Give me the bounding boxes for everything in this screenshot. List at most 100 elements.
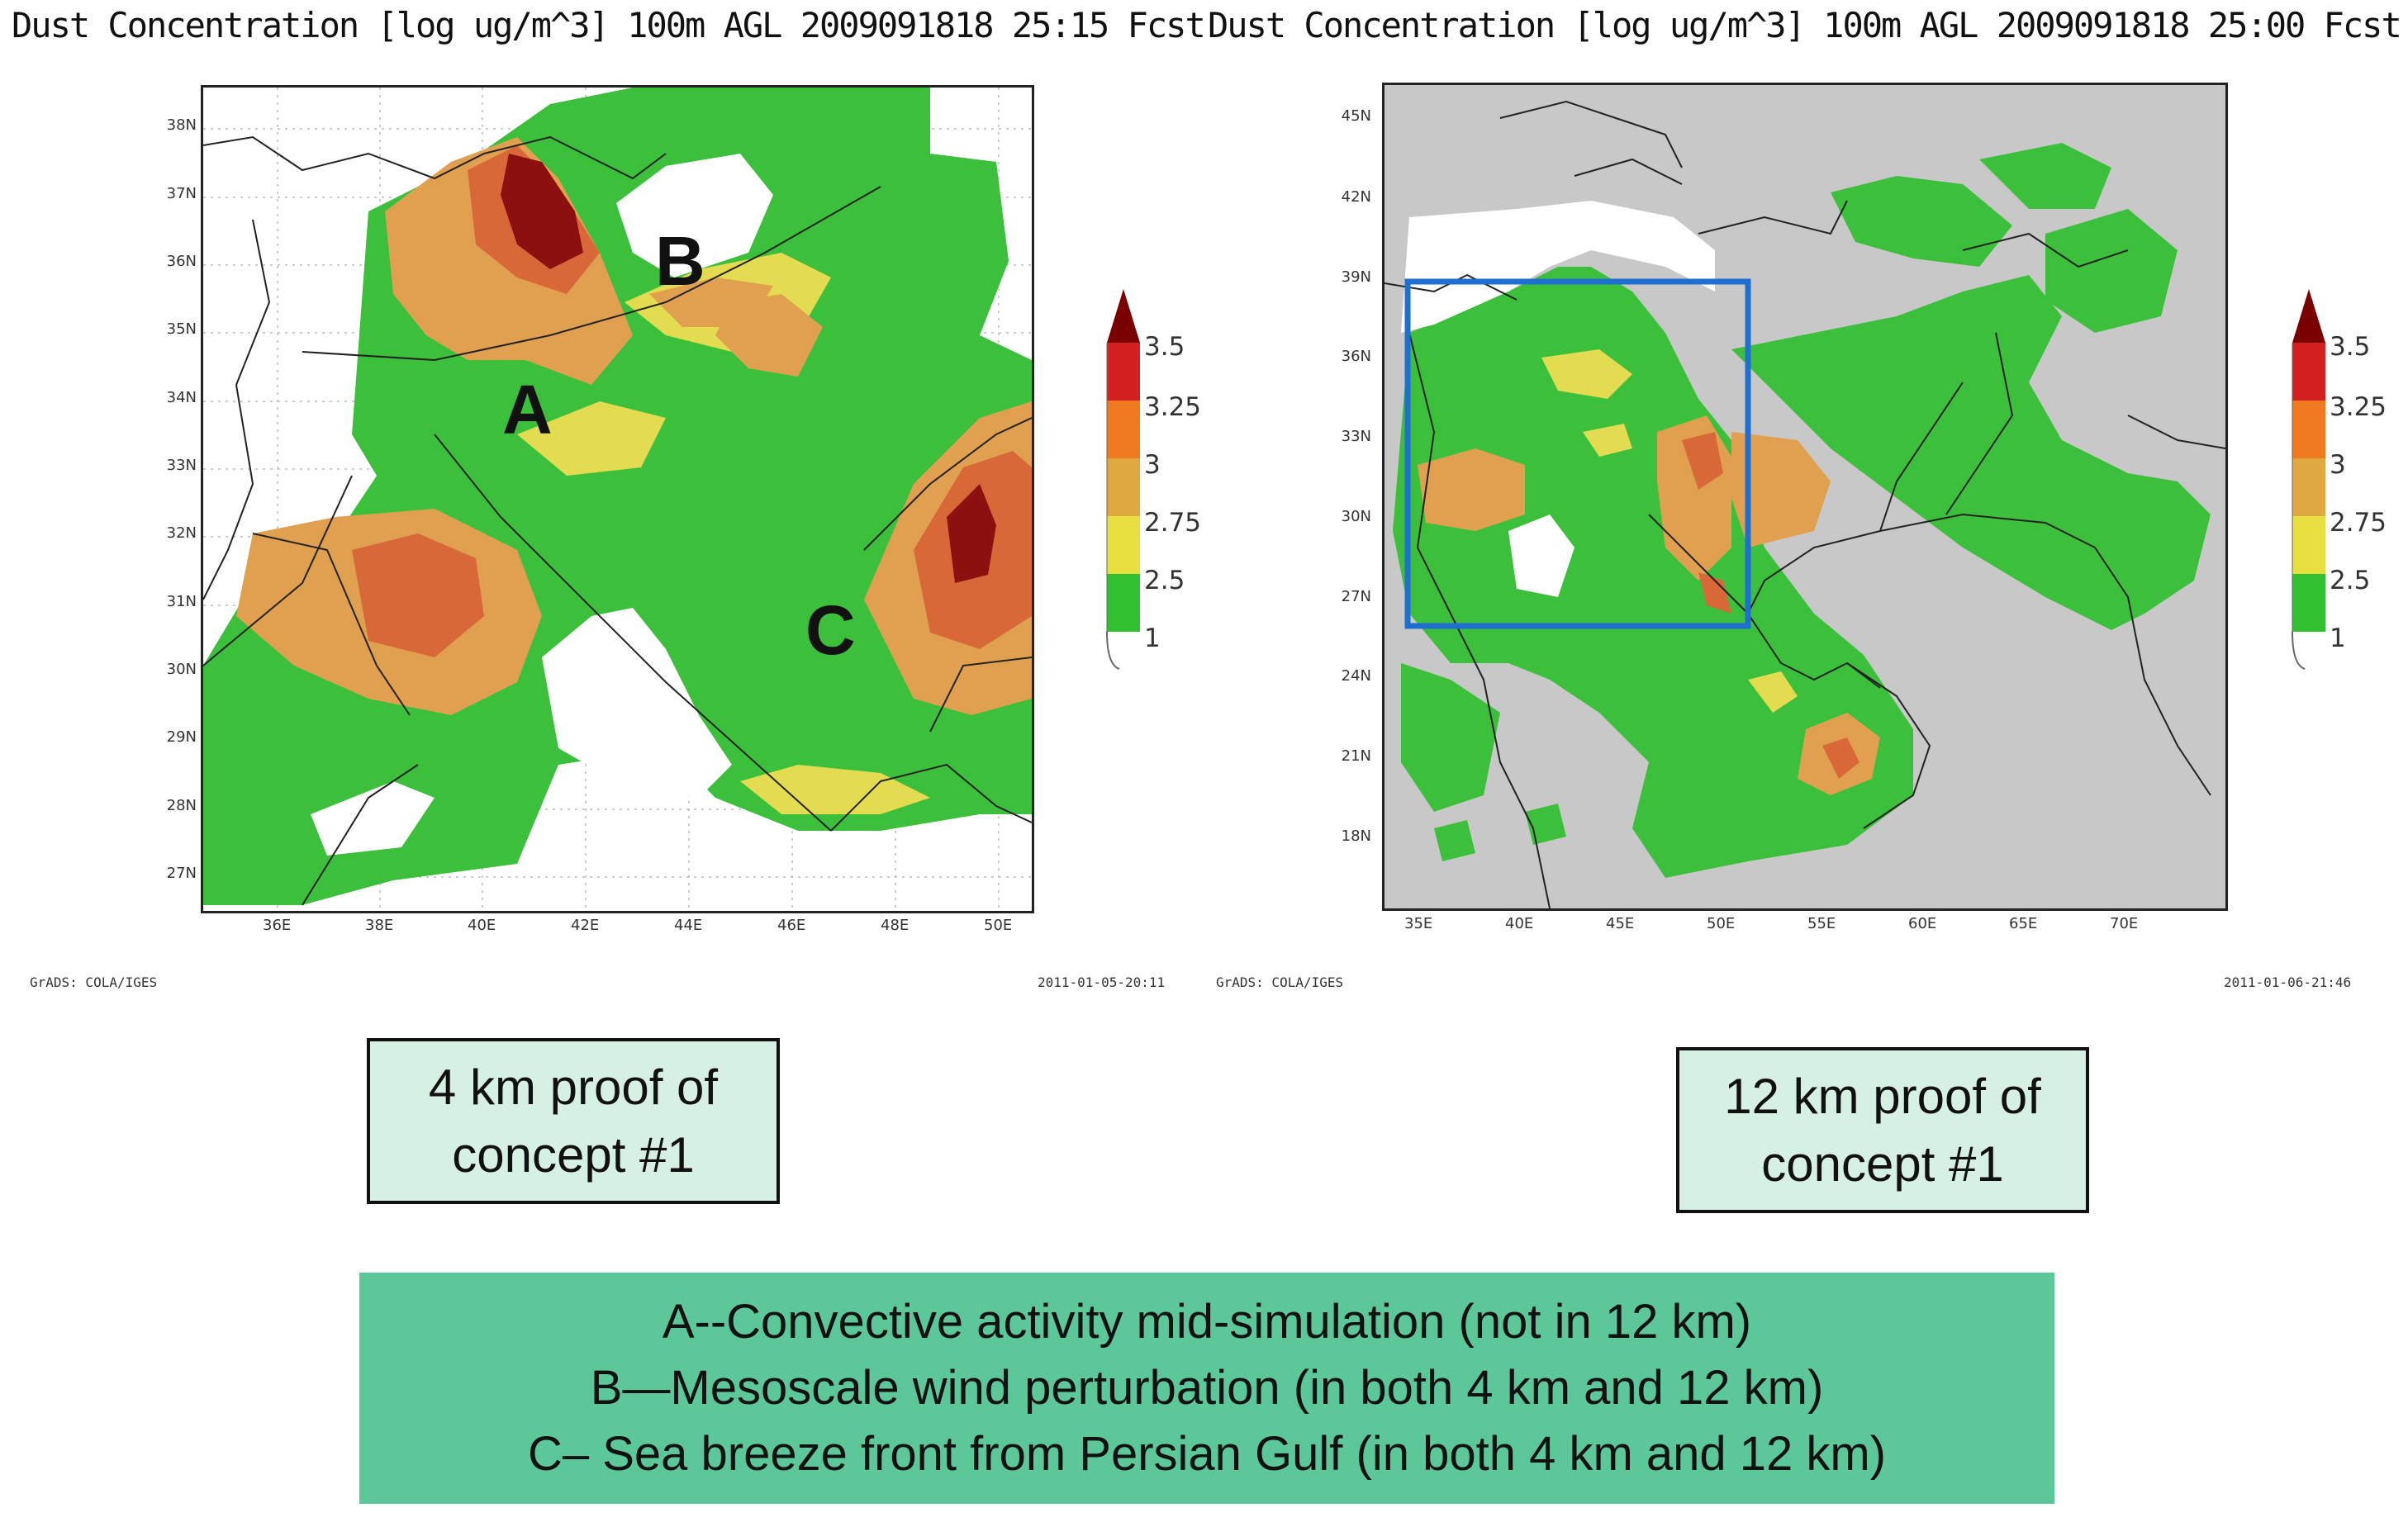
left-y-tick: 28N: [166, 797, 197, 814]
callout-12km: 12 km proof of concept #1: [1676, 1047, 2089, 1213]
left-y-tick: 30N: [166, 661, 197, 678]
left-dust-band-south: [740, 765, 930, 814]
right-footer-grads: GrADS: COLA/IGES: [1216, 974, 1344, 990]
right-dust-mid-yellow: [1748, 671, 1798, 713]
callout-4km: 4 km proof of concept #1: [367, 1038, 780, 1204]
right-y-tick: 18N: [1341, 827, 1371, 845]
right-dust-box-core: [1682, 432, 1723, 490]
right-y-tick: 27N: [1341, 588, 1371, 605]
left-panel-title: Dust Concentration [log ug/m^3] 100m AGL…: [12, 5, 1209, 45]
right-4km-domain-box: [1404, 278, 1751, 629]
right-green-iran: [1731, 275, 2211, 630]
right-colorbar-label: 2.5: [2330, 566, 2371, 595]
left-dust-band-west-inner: [352, 533, 484, 657]
left-x-tick: 40E: [468, 917, 496, 934]
left-colorbar-label: 1: [1144, 623, 1161, 653]
left-y-tick: 34N: [166, 389, 197, 406]
left-x-tick: 48E: [881, 917, 910, 934]
right-x-tick: 55E: [1807, 915, 1836, 932]
left-y-tick: 31N: [166, 593, 197, 610]
left-colorbar-label: 3: [1144, 450, 1161, 480]
right-white-inner: [1401, 201, 1715, 333]
right-white-desert: [1508, 514, 1574, 597]
summary-box: A--Convective activity mid-simulation (n…: [359, 1273, 2054, 1504]
left-x-tick: 44E: [674, 917, 703, 934]
right-x-tick: 50E: [1707, 915, 1736, 932]
right-colorbar-label: 1: [2330, 623, 2346, 653]
right-panel-title: Dust Concentration [log ug/m^3] 100m AGL…: [1208, 5, 2406, 45]
right-dust-box-north: [1541, 349, 1632, 399]
right-x-tick: 65E: [2009, 915, 2038, 932]
left-footer-timestamp: 2011-01-05-20:11: [1038, 974, 1166, 990]
right-x-tick: 70E: [2110, 915, 2139, 932]
left-green-field: [203, 88, 1032, 905]
left-y-tick: 38N: [166, 116, 197, 134]
left-x-tick: 46E: [777, 917, 806, 934]
right-y-tick: 21N: [1341, 747, 1371, 765]
right-colorbar: [2292, 289, 2325, 670]
left-y-tick: 27N: [166, 865, 197, 882]
left-y-tick: 35N: [166, 320, 197, 338]
left-dust-patch-ne: [715, 294, 823, 377]
callout-12km-line1: 12 km proof of: [1724, 1068, 2041, 1124]
summary-line-c: C– Sea breeze front from Persian Gulf (i…: [527, 1427, 1887, 1481]
right-map: [1382, 83, 2228, 911]
right-green-dots: [1434, 804, 1566, 861]
right-y-tick: 42N: [1341, 188, 1371, 206]
right-y-tick: 24N: [1341, 667, 1371, 685]
right-x-tick: 35E: [1404, 915, 1433, 932]
left-borders: [203, 135, 1032, 906]
right-map-canvas: [1384, 100, 2225, 908]
left-x-tick: 42E: [571, 917, 600, 934]
right-x-tick: 40E: [1505, 915, 1534, 932]
right-y-tick: 39N: [1341, 268, 1371, 286]
right-green-ne: [2045, 209, 2178, 333]
right-dust-box-west: [1418, 448, 1525, 531]
left-white-hole-b: [616, 154, 773, 277]
left-y-tick: 32N: [166, 524, 197, 542]
left-colorbar-label: 2.5: [1144, 566, 1185, 595]
left-dust-core-dark: [501, 154, 583, 269]
right-dust-box-core2: [1698, 572, 1731, 614]
left-colorbar-label: 3.25: [1144, 392, 1202, 422]
right-colorbar-label: 3.5: [2330, 332, 2371, 362]
annotation-letter-a: A: [502, 371, 553, 448]
right-colorbar-label: 3.25: [2330, 392, 2387, 422]
callout-4km-line1: 4 km proof of: [428, 1059, 719, 1115]
right-dust-east-orange: [1731, 432, 1831, 548]
callout-4km-line2: concept #1: [452, 1126, 695, 1183]
right-borders: [1384, 100, 2225, 908]
left-y-tick: 37N: [166, 185, 197, 202]
right-dust-south-core: [1822, 737, 1859, 779]
left-x-tick: 38E: [365, 917, 394, 934]
right-footer-timestamp: 2011-01-06-21:46: [2224, 974, 2352, 990]
callout-12km-line2: concept #1: [1761, 1136, 2004, 1192]
right-y-tick: 30N: [1341, 508, 1371, 525]
summary-line-a: A--Convective activity mid-simulation (n…: [662, 1295, 1752, 1349]
right-green-south: [1401, 663, 1500, 812]
left-map: [201, 85, 1034, 913]
left-x-tick: 36E: [263, 917, 292, 934]
left-footer-grads: GrADS: COLA/IGES: [30, 974, 158, 990]
left-y-tick: 29N: [166, 728, 197, 746]
annotation-letter-c: C: [805, 591, 856, 669]
right-green-north: [1831, 176, 2012, 267]
left-y-tick: 36N: [166, 253, 197, 270]
left-colorbar-label: 3.5: [1144, 332, 1185, 362]
right-colorbar-label: 3: [2330, 450, 2346, 480]
right-colorbar-label: 2.75: [2330, 508, 2387, 538]
left-map-canvas: [203, 88, 1032, 911]
right-x-tick: 45E: [1606, 915, 1635, 932]
left-dust-patch-center: [517, 401, 666, 476]
left-x-tick: 50E: [984, 917, 1013, 934]
right-y-tick: 36N: [1341, 348, 1371, 365]
left-white-hole-sw: [311, 781, 435, 856]
right-x-tick: 60E: [1908, 915, 1937, 932]
left-colorbar-label: 2.75: [1144, 508, 1202, 538]
left-white-hole-desert: [542, 608, 732, 798]
left-y-tick: 33N: [166, 457, 197, 474]
right-y-tick: 33N: [1341, 428, 1371, 445]
right-y-tick: 45N: [1341, 107, 1371, 125]
left-colorbar: [1106, 289, 1140, 670]
annotation-letter-b: B: [655, 222, 705, 300]
